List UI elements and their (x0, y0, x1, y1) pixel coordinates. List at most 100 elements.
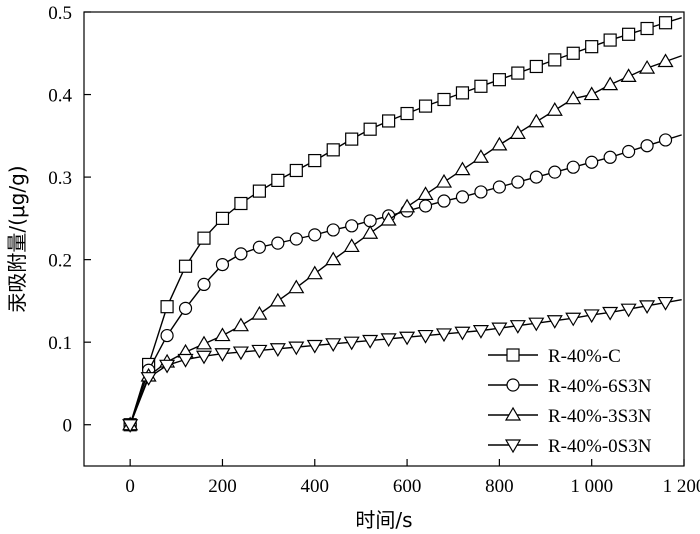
data-point (197, 231, 211, 245)
data-point (178, 301, 193, 315)
data-point (454, 161, 471, 176)
legend-label: R-40%-C (548, 346, 621, 367)
plot-area-border (83, 11, 685, 467)
data-point (658, 133, 673, 147)
x-tick-label: 800 (485, 476, 514, 497)
data-point (251, 305, 268, 320)
data-point (435, 328, 453, 343)
data-point (474, 79, 488, 93)
legend-label: R-40%-6S3N (548, 376, 652, 397)
legend-marker (504, 406, 522, 421)
data-point (602, 76, 619, 91)
legend-item: R-40%-3S3N (488, 406, 652, 427)
data-point (400, 106, 414, 121)
data-point (306, 265, 323, 280)
series-layer (122, 16, 682, 433)
y-tick-label: 0.4 (48, 86, 72, 107)
data-point (437, 92, 451, 107)
data-point (437, 194, 451, 208)
data-point (639, 300, 656, 315)
data-point (197, 277, 211, 291)
data-point (492, 73, 506, 87)
data-point (472, 149, 489, 163)
data-point (363, 122, 377, 136)
data-point (234, 196, 248, 211)
data-point (215, 257, 230, 272)
data-point (380, 333, 397, 348)
data-point (306, 339, 323, 354)
legend-item: R-40%-0S3N (488, 436, 652, 457)
data-point (325, 338, 342, 353)
data-point (122, 419, 139, 433)
data-point (308, 153, 322, 168)
x-tick-label: 600 (393, 476, 422, 497)
data-point (583, 86, 600, 101)
data-point (417, 186, 434, 201)
data-point (639, 59, 656, 74)
data-point (362, 225, 379, 239)
data-point (160, 328, 174, 343)
y-tick-label: 0.5 (48, 3, 72, 24)
data-point (435, 173, 453, 188)
data-point (640, 21, 654, 36)
data-point (583, 309, 600, 324)
data-point (418, 199, 433, 213)
data-point (289, 163, 303, 178)
x-axis-label: 时间/s (355, 508, 412, 532)
data-point (546, 315, 563, 329)
data-point (472, 325, 489, 339)
legend-label: R-40%-3S3N (548, 406, 652, 427)
data-point (326, 143, 340, 157)
y-axis-ticks: 0 0.1 0.2 0.3 0.4 0.5 (48, 3, 91, 437)
data-point (382, 114, 396, 128)
data-point (417, 329, 434, 344)
plot-frame (83, 11, 685, 467)
data-point (362, 334, 379, 349)
data-point (345, 219, 359, 233)
data-point (195, 335, 213, 350)
data-point (585, 40, 599, 54)
data-point (252, 184, 266, 198)
data-point (160, 300, 174, 314)
data-point (492, 180, 506, 194)
data-point (271, 236, 285, 250)
data-point (308, 228, 322, 242)
data-point (325, 251, 342, 266)
data-point (215, 211, 230, 225)
data-point (622, 144, 636, 159)
data-point (288, 341, 305, 356)
data-point (326, 223, 340, 237)
data-point (603, 33, 617, 47)
legend-label: R-40%-0S3N (548, 436, 652, 457)
data-point (269, 343, 286, 357)
data-point (657, 296, 674, 311)
y-tick-label: 0.3 (48, 168, 72, 189)
data-point (548, 165, 562, 179)
data-point (657, 53, 674, 68)
data-point (529, 59, 543, 74)
data-point (511, 175, 525, 189)
data-point (418, 99, 433, 113)
data-point (566, 160, 580, 174)
data-point (269, 292, 286, 307)
data-point (565, 312, 582, 327)
data-point (455, 190, 470, 204)
data-point (251, 344, 268, 359)
series-triangle-down (122, 296, 682, 433)
y-tick-label: 0.2 (48, 251, 72, 272)
data-point (288, 279, 305, 294)
data-point (620, 68, 637, 82)
series-square (123, 16, 682, 432)
data-point (454, 326, 471, 341)
data-point (345, 132, 359, 146)
data-point (195, 350, 213, 365)
data-point (232, 346, 249, 361)
data-point (159, 359, 176, 374)
data-point (565, 90, 582, 105)
data-point (585, 155, 599, 169)
x-tick-label: 0 (125, 476, 135, 497)
data-point (511, 66, 525, 80)
legend-marker (506, 348, 520, 362)
data-point (491, 136, 508, 151)
